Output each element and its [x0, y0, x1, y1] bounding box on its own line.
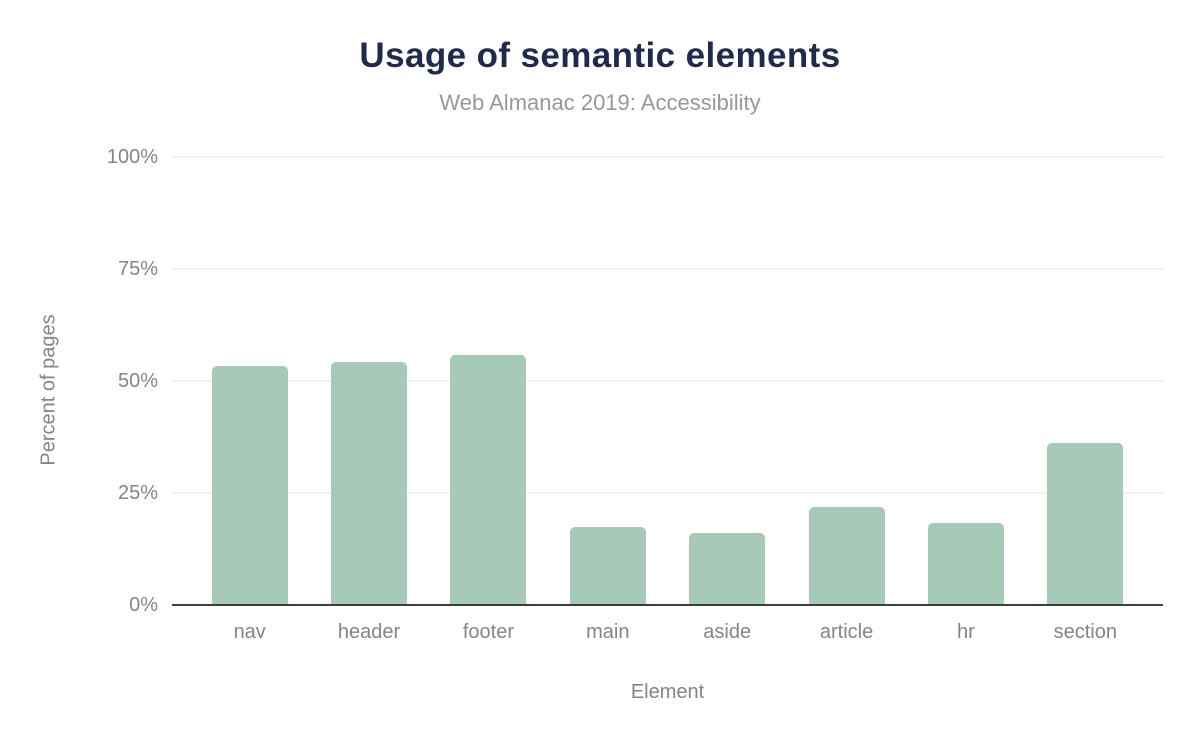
bar-main [569, 527, 646, 605]
y-tick-label: 75% [117, 258, 158, 280]
bars-row: nav header footer main aside article hr section [190, 157, 1145, 643]
x-tick-label: footer [462, 621, 515, 643]
y-tick-label: 100% [106, 146, 158, 168]
gridline [172, 156, 1163, 158]
bar-hr [927, 523, 1004, 605]
x-tick-label: main [586, 621, 630, 643]
bar-cell: article [787, 157, 906, 643]
gridline [172, 268, 1163, 270]
x-tick-label: section [1053, 621, 1117, 643]
bar-cell: section [1026, 157, 1145, 643]
x-tick-label: article [819, 621, 874, 643]
bar-cell: aside [668, 157, 787, 643]
chart-title: Usage of semantic elements [359, 36, 841, 75]
x-axis-line [172, 604, 1163, 606]
x-tick-label: header [337, 621, 401, 643]
gridline [172, 492, 1163, 494]
chart-subtitle: Web Almanac 2019: Accessibility [439, 90, 761, 115]
gridline [172, 380, 1163, 382]
bar-header [331, 362, 408, 605]
bar-cell: footer [429, 157, 548, 643]
x-tick-label: hr [957, 621, 975, 643]
x-axis-title: Element [630, 681, 705, 703]
bar-footer [450, 355, 527, 605]
bar-section [1047, 443, 1124, 605]
x-tick-label: nav [233, 621, 266, 643]
bar-cell: nav [190, 157, 309, 643]
y-tick-label: 50% [117, 370, 158, 392]
y-tick-label: 0% [129, 594, 158, 616]
bar-cell: header [309, 157, 428, 643]
bar-nav [211, 366, 288, 605]
bar-cell: main [548, 157, 667, 643]
bar-cell: hr [906, 157, 1025, 643]
plot-area: nav header footer main aside article hr section [172, 156, 1163, 643]
y-tick-labels: 0% 25% 50% 75% 100% [0, 147, 158, 615]
bar-aside [689, 532, 766, 605]
y-tick-label: 25% [117, 482, 158, 504]
bar-article [808, 506, 885, 605]
x-tick-label: aside [703, 621, 752, 643]
